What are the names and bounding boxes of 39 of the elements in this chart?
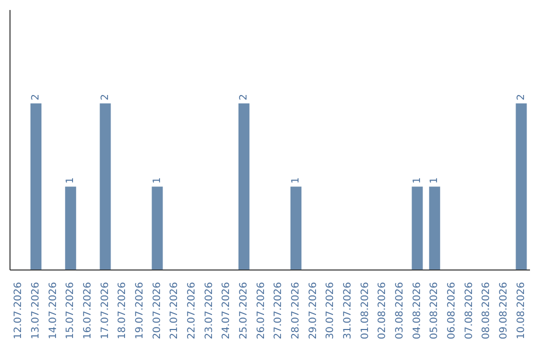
x-tick-label: 26.07.2026 [256, 282, 267, 340]
x-tick-label: 25.07.2026 [238, 282, 250, 340]
x-tick-label: 21.07.2026 [169, 282, 180, 340]
x-tick-label: 05.08.2026 [429, 282, 440, 340]
x-tick-label: 24.07.2026 [221, 282, 232, 340]
data-label: 2 [100, 94, 111, 100]
x-tick-label: 03.08.2026 [394, 282, 406, 340]
x-tick-label: 15.07.2026 [65, 282, 76, 340]
data-label: 2 [30, 94, 42, 100]
x-tick-label: 01.08.2026 [360, 282, 371, 340]
x-tick-label: 13.07.2026 [30, 282, 42, 340]
x-tick-label: 14.07.2026 [48, 282, 59, 340]
x-tick-label: 20.07.2026 [152, 282, 163, 340]
x-tick-label: 31.07.2026 [342, 282, 354, 340]
data-label: 1 [152, 177, 163, 184]
x-tick-label: 04.08.2026 [412, 282, 423, 340]
data-label: 2 [516, 94, 527, 100]
data-label: 1 [412, 177, 423, 184]
x-tick-label: 30.07.2026 [325, 282, 336, 340]
x-tick-label: 19.07.2026 [134, 282, 146, 340]
x-tick-label: 29.07.2026 [308, 282, 319, 340]
x-tick-label: 18.07.2026 [117, 282, 128, 340]
data-label: 1 [290, 177, 302, 184]
x-tick-label: 08.08.2026 [481, 282, 492, 340]
x-tick-label: 10.08.2026 [516, 282, 527, 340]
x-tick-label: 23.07.2026 [204, 282, 215, 340]
x-tick-label: 22.07.2026 [186, 282, 198, 340]
x-tick-label: 06.08.2026 [446, 282, 458, 340]
x-tick-label: 12.07.2026 [13, 282, 24, 340]
x-tick-label: 07.08.2026 [464, 282, 475, 340]
x-tick-label: 09.08.2026 [498, 282, 510, 340]
x-tick-label: 17.07.2026 [100, 282, 111, 340]
data-label: 1 [429, 177, 440, 184]
x-tick-label: 27.07.2026 [273, 282, 284, 340]
x-tick-label: 02.08.2026 [377, 282, 388, 340]
x-tick-label: 16.07.2026 [82, 282, 94, 340]
data-label: 2 [238, 94, 250, 100]
data-label: 1 [65, 177, 76, 184]
x-tick-label: 28.07.2026 [290, 282, 302, 340]
